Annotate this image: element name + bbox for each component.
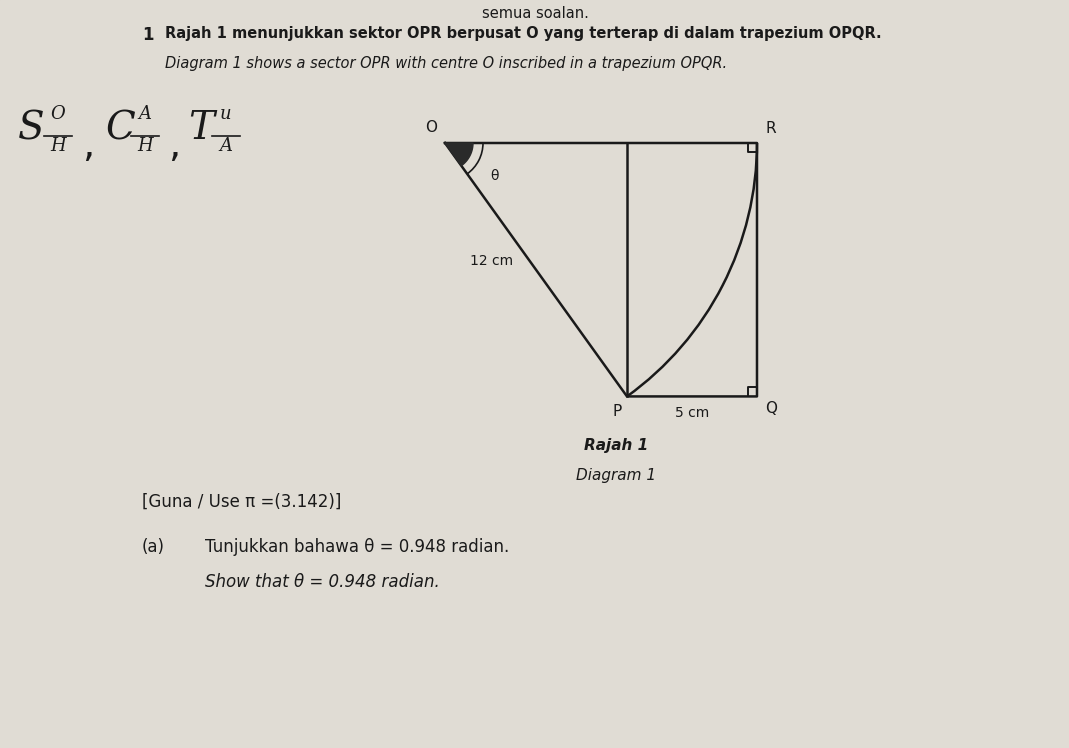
Text: Rajah 1: Rajah 1: [584, 438, 648, 453]
Text: A: A: [219, 137, 232, 155]
Text: Tunjukkan bahawa θ = 0.948 radian.: Tunjukkan bahawa θ = 0.948 radian.: [205, 538, 509, 556]
Text: (a): (a): [142, 538, 165, 556]
Text: R: R: [765, 121, 776, 136]
Text: C: C: [105, 110, 135, 147]
Text: θ: θ: [490, 168, 498, 183]
Text: S: S: [18, 110, 45, 147]
Text: 12 cm: 12 cm: [470, 254, 513, 268]
Text: ,: ,: [82, 126, 94, 164]
Text: Diagram 1: Diagram 1: [576, 468, 656, 483]
Text: Show that θ = 0.948 radian.: Show that θ = 0.948 radian.: [205, 573, 439, 591]
Text: T: T: [188, 110, 214, 147]
Text: P: P: [613, 405, 622, 420]
Text: Diagram 1 shows a sector OPR with centre O inscribed in a trapezium OPQR.: Diagram 1 shows a sector OPR with centre…: [165, 56, 727, 71]
Text: O: O: [50, 105, 65, 123]
Polygon shape: [445, 143, 472, 166]
Text: 5 cm: 5 cm: [675, 406, 709, 420]
Text: semua soalan.: semua soalan.: [481, 6, 588, 21]
Text: A: A: [139, 105, 152, 123]
Text: H: H: [50, 137, 66, 155]
Text: ,: ,: [168, 126, 181, 164]
Text: H: H: [137, 137, 153, 155]
Text: O: O: [425, 120, 437, 135]
Text: Q: Q: [765, 402, 777, 417]
Text: Rajah 1 menunjukkan sektor OPR berpusat O yang terterap di dalam trapezium OPQR.: Rajah 1 menunjukkan sektor OPR berpusat …: [165, 26, 882, 41]
Text: u: u: [220, 105, 232, 123]
Text: 1: 1: [142, 26, 154, 44]
Text: [Guna / Use π =(3.142)]: [Guna / Use π =(3.142)]: [142, 493, 341, 511]
